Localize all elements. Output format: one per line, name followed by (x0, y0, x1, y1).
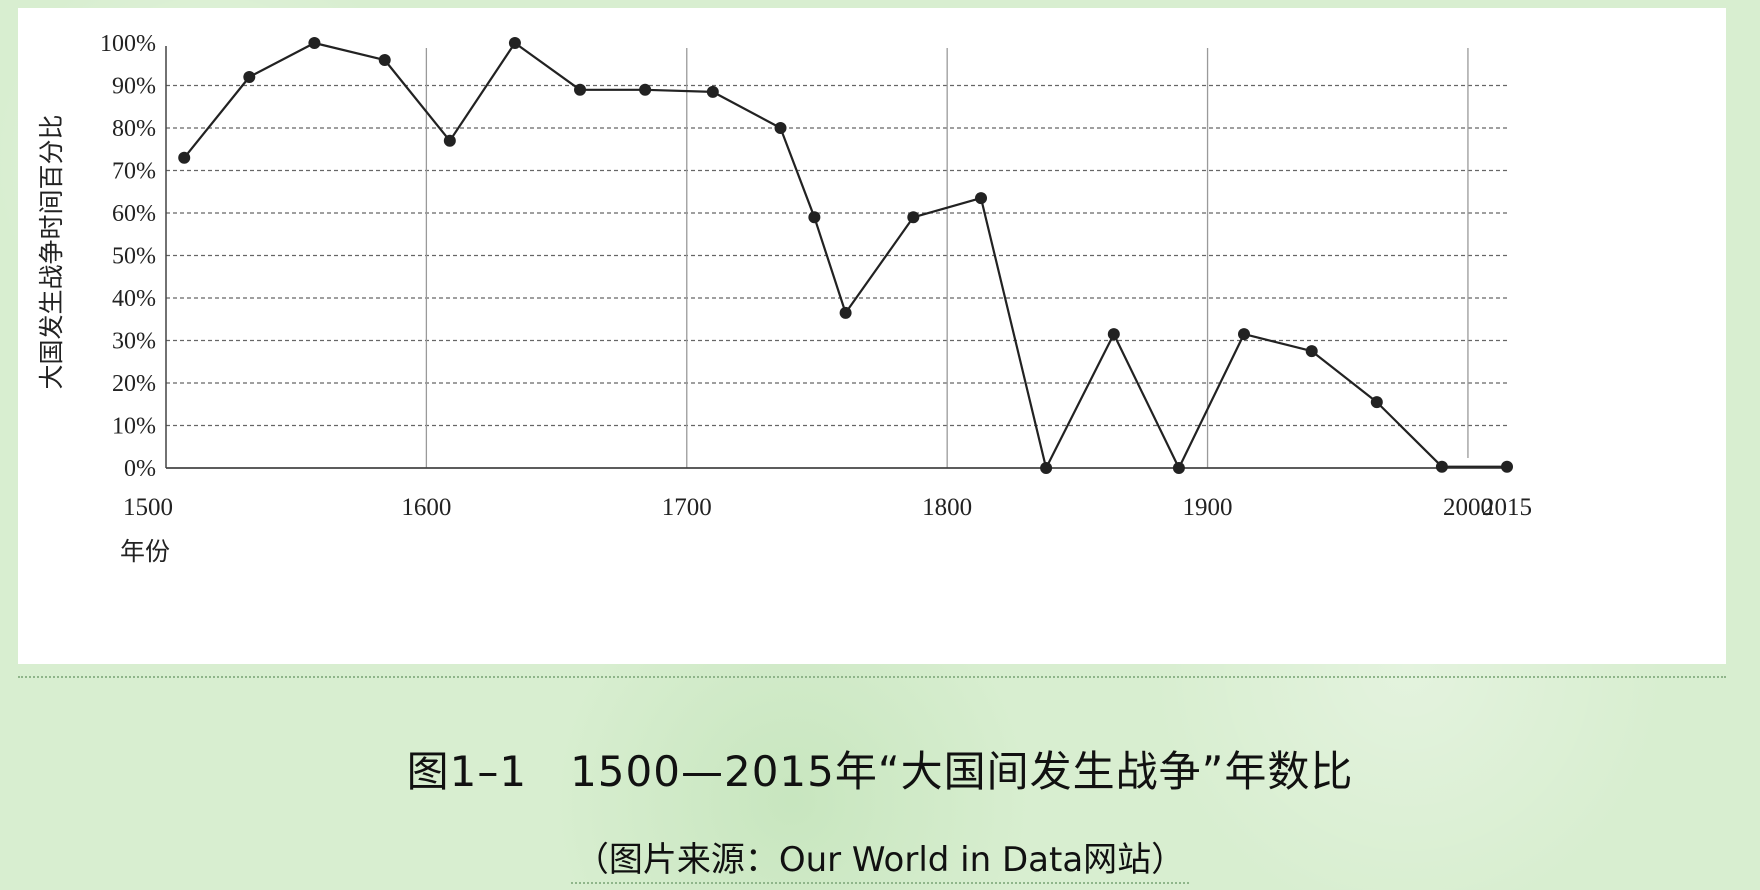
chart-panel: 0% 10% 20% 30% 40% 50% 60% 70% 80% 90% 100% 1500 160… (18, 8, 1726, 664)
data-point (508, 37, 521, 49)
x-axis-label: 年份 (120, 538, 170, 566)
x-tick-label: 1700 (662, 494, 712, 521)
data-point (308, 37, 321, 49)
x-tick-label: 1600 (401, 494, 451, 521)
y-axis-label: 大国发生战争时间百分比 (38, 114, 66, 389)
data-point (706, 85, 719, 98)
data-point (1501, 460, 1513, 473)
data-point (243, 71, 256, 83)
source-text: （图片来源：Our World in Data网站） (570, 840, 1190, 884)
data-point (808, 211, 821, 224)
y-tick-label: 50% (112, 244, 156, 270)
data-point (639, 83, 652, 96)
data-point (774, 122, 787, 134)
x-tick-label: 1800 (922, 494, 972, 521)
data-point (1107, 328, 1120, 341)
y-tick-label: 30% (112, 329, 156, 355)
y-tick-label: 60% (112, 201, 156, 227)
y-tick-label: 80% (112, 116, 156, 142)
data-point (178, 151, 191, 164)
figure-caption: 图1–1 1500—2015年“大国间发生战争”年数比 (406, 747, 1354, 796)
y-tick-label: 40% (112, 286, 156, 312)
data-point (1305, 345, 1318, 358)
data-point (1370, 396, 1383, 409)
y-tick-label: 70% (112, 159, 156, 185)
y-tick-label: 10% (112, 414, 156, 440)
data-point (1040, 462, 1053, 474)
x-tick-label: 2015 (1482, 494, 1532, 521)
data-point (839, 306, 852, 319)
data-point (975, 192, 988, 205)
x-tick-label: 1900 (1183, 494, 1233, 521)
y-tick-label: 20% (112, 371, 156, 397)
data-point (1238, 328, 1251, 341)
series-line (183, 41, 1507, 470)
y-tick-label: 100% (100, 31, 156, 57)
x-tick-label: 2000 (1443, 494, 1493, 521)
data-point (378, 54, 391, 66)
data-point (1435, 460, 1448, 473)
data-point (907, 211, 920, 224)
data-point (574, 83, 587, 96)
y-tick-label: 0% (124, 456, 156, 482)
data-point (443, 134, 456, 147)
figure-source: （图片来源：Our World in Data网站） (0, 832, 1760, 884)
y-tick-label: 90% (112, 74, 156, 100)
divider (18, 676, 1726, 678)
x-tick-label: 1500 (123, 494, 173, 521)
line-chart: 0% 10% 20% 30% 40% 50% 60% 70% 80% 90% 100% 1500 160… (38, 31, 1532, 566)
data-point (1172, 462, 1185, 474)
